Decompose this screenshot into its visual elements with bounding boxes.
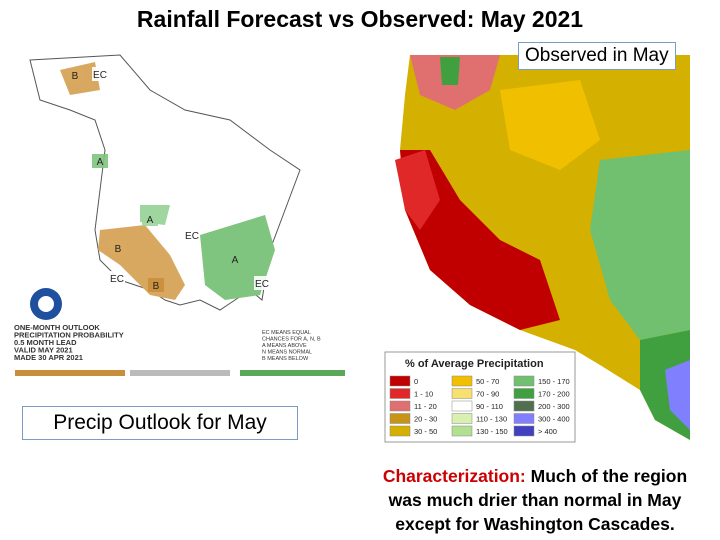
legend-swatch [389, 425, 411, 437]
colorbar-above [240, 370, 345, 376]
legend-swatch [389, 413, 411, 424]
region-label: A [147, 215, 154, 226]
outlook-key-line: B MEANS BELOW [262, 356, 309, 362]
characterization-line: except for Washington Cascades. [395, 514, 675, 534]
region-label-bg [92, 154, 108, 168]
outlook-caption-line: PRECIPITATION PROBABILITY [14, 331, 124, 340]
legend-swatch [513, 425, 535, 437]
region-label: A [232, 255, 239, 266]
outlook-caption-line: MADE 30 APR 2021 [14, 353, 83, 362]
outlook-caption-line: VALID MAY 2021 [14, 346, 73, 355]
legend-swatch [513, 388, 535, 399]
region-label: B [115, 244, 122, 255]
legend-label: 130 - 150 [476, 427, 508, 436]
characterization-line: was much drier than normal in May [388, 490, 682, 510]
slide-title: Rainfall Forecast vs Observed: May 2021 [136, 6, 584, 32]
legend-swatch [513, 413, 535, 424]
map-base [400, 55, 690, 440]
region-label-bg [142, 212, 158, 226]
region-label-bg [227, 252, 243, 266]
legend-box [384, 351, 576, 443]
legend-label: 300 - 400 [538, 415, 570, 424]
legend-label: 0 [414, 377, 418, 386]
outlook-label: Precip Outlook for May [22, 406, 298, 440]
region-label: EC [185, 231, 199, 242]
outlook-key-line: N MEANS NORMAL [262, 350, 312, 356]
region-label: EC [255, 279, 269, 290]
outlook-map: B EC A A EC B EC B A EC ONE-MONTH OUTLOOKPRECIPIT… [12, 50, 352, 385]
california-dry [395, 150, 440, 230]
legend-swatch [389, 388, 411, 399]
interior-dry [500, 80, 600, 170]
colorbar-below [15, 370, 125, 376]
legend-label: 150 - 170 [538, 377, 570, 386]
legend-swatch [389, 400, 411, 412]
legend-label: 200 - 300 [538, 402, 570, 411]
region-label-bg [184, 228, 200, 242]
legend-label: 170 - 200 [538, 390, 570, 399]
cascades-wet [440, 57, 460, 85]
legend-swatch [451, 388, 473, 399]
plains-wet [590, 150, 690, 340]
outlook-key-line: A MEANS ABOVE [262, 343, 307, 349]
observed-label: Observed in May [518, 42, 676, 70]
region-label: A [97, 157, 104, 168]
legend-label: 30 - 50 [414, 427, 437, 436]
legend-swatch [389, 375, 411, 387]
southwest-very-dry [400, 150, 560, 330]
region-label: EC [110, 274, 124, 285]
legend-label: 1 - 10 [414, 390, 433, 399]
probability-colorbar [15, 370, 345, 376]
legend-swatch [451, 413, 473, 424]
outlook-key-line: CHANCES FOR A, N, B [262, 337, 321, 343]
texas-very-wet [665, 360, 690, 430]
legend-label: 90 - 110 [476, 402, 503, 411]
legend-swatch [451, 400, 473, 412]
region-label: B [72, 71, 79, 82]
legend-label: > 400 [538, 427, 557, 436]
outlook-caption-line: 0.5 MONTH LEAD [14, 338, 77, 347]
legend-swatch [451, 375, 473, 387]
legend-label: 20 - 30 [414, 415, 437, 424]
noaa-logo-inner [38, 296, 54, 312]
legend-label: 70 - 90 [476, 390, 499, 399]
region-label-bg [92, 67, 108, 81]
characterization-text: Much of the region [530, 466, 688, 486]
region-label-bg [254, 276, 270, 290]
region-label: EC [93, 70, 107, 81]
observed-map: % of Average Precipitation 0 1 - 10 11 - 20… [384, 55, 690, 443]
legend-swatch [451, 425, 473, 437]
region-label-bg [148, 278, 164, 292]
legend-swatch [513, 375, 535, 387]
region-label-bg [109, 271, 125, 285]
characterization-label: Characterization: [382, 466, 526, 486]
region-label-bg [67, 68, 83, 82]
characterization-line: Characterization: Much of the region [352, 464, 718, 488]
legend-swatch [513, 400, 535, 412]
legend-label: 11 - 20 [414, 402, 437, 411]
legend-title: % of Average Precipitation [405, 358, 544, 370]
legend-label: 110 - 130 [476, 415, 507, 424]
outlook-key-line: EC MEANS EQUAL [262, 330, 311, 336]
outlook-caption-line: ONE-MONTH OUTLOOK [14, 323, 100, 332]
legend-label: 50 - 70 [476, 377, 499, 386]
region-label-bg [110, 241, 126, 255]
characterization: Characterization: Much of the region was… [352, 464, 718, 536]
region-label: B [153, 281, 160, 292]
colorbar-normal [130, 370, 230, 376]
